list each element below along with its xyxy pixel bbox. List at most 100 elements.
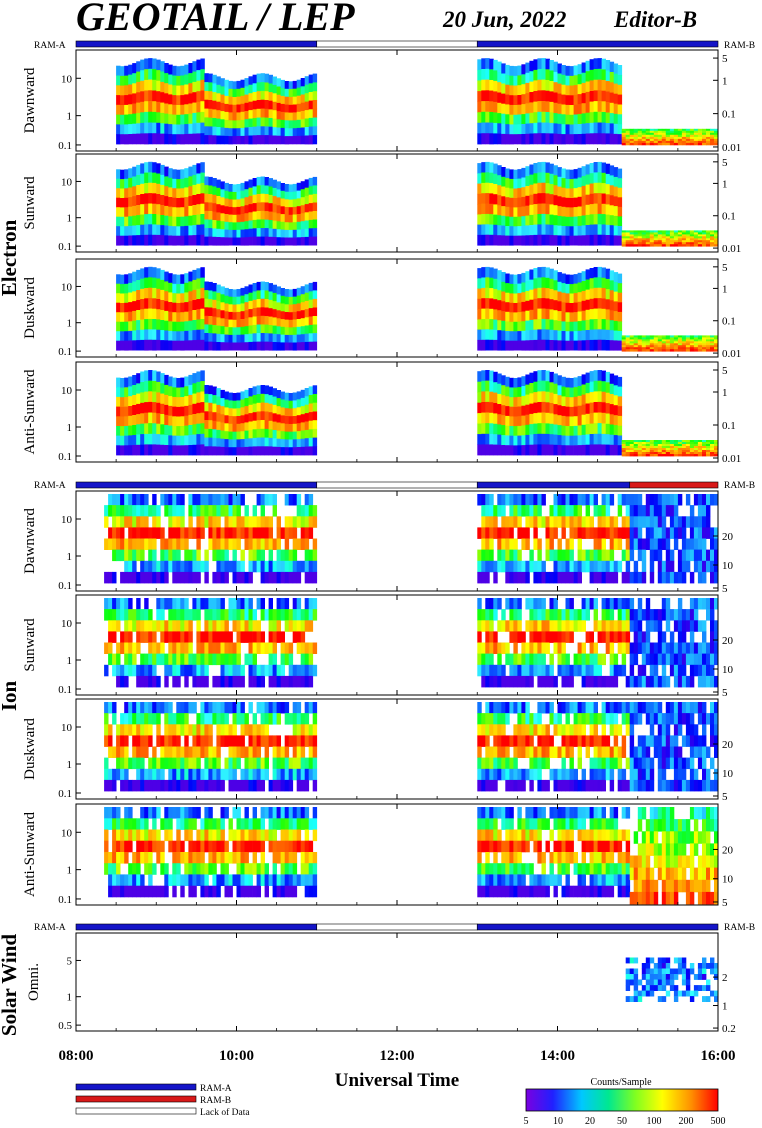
panel-1-cell bbox=[164, 186, 169, 197]
panel-2-cell bbox=[493, 319, 498, 331]
panel-2-cell bbox=[200, 267, 205, 278]
panel-0-cell bbox=[565, 75, 570, 86]
panel-3-cell bbox=[505, 376, 510, 387]
panel-2-cell bbox=[236, 327, 241, 336]
panel-4-spectrogram bbox=[104, 494, 719, 584]
panel-3-cell bbox=[489, 412, 494, 424]
panel-4-cell bbox=[192, 560, 197, 573]
panel-5-cell bbox=[148, 609, 153, 621]
panel-4-cell bbox=[244, 505, 249, 517]
panel-0-cell bbox=[541, 133, 546, 145]
panel-0-cell bbox=[188, 73, 193, 84]
panel-1-cell bbox=[172, 216, 177, 227]
panel-1-cell bbox=[236, 214, 241, 223]
panel-0-cell bbox=[513, 66, 518, 77]
panel-1-cell bbox=[593, 234, 598, 246]
panel-1-cell bbox=[216, 212, 221, 221]
panel-5-cell bbox=[176, 642, 181, 654]
panel-2-cell bbox=[260, 315, 265, 325]
panel-0-cell bbox=[557, 103, 562, 115]
panel-5-cell bbox=[501, 664, 506, 677]
panel-3-cell bbox=[477, 413, 482, 424]
panel-5-cell bbox=[112, 664, 117, 677]
panel-4-cell bbox=[264, 494, 269, 506]
panel-1-cell bbox=[264, 202, 269, 212]
panel-0-cell bbox=[180, 95, 185, 106]
panel-1-cell bbox=[132, 176, 137, 187]
panel-2-cell bbox=[525, 291, 530, 302]
panel-2-cell bbox=[296, 287, 302, 296]
panel-3-cell bbox=[156, 371, 161, 383]
panel-0-cell bbox=[561, 134, 566, 145]
panel-3-cell bbox=[224, 407, 229, 416]
panel-4-cell bbox=[224, 516, 229, 528]
panel-0-cell bbox=[505, 104, 510, 115]
panel-0-cell bbox=[156, 70, 161, 81]
panel-1-cell bbox=[252, 178, 257, 187]
panel-3-cell bbox=[625, 444, 631, 447]
panel-3-cell bbox=[569, 435, 574, 446]
panel-2-cell bbox=[537, 287, 542, 299]
panel-2-cell bbox=[513, 303, 518, 313]
panel-3-cell bbox=[689, 454, 695, 457]
panel-3-cell bbox=[252, 386, 257, 396]
panel-5-spectrogram bbox=[104, 598, 719, 688]
panel-4-cell bbox=[629, 549, 635, 562]
panel-5-cell bbox=[577, 620, 582, 632]
panel-5-cell bbox=[485, 653, 490, 666]
panel-2-cell bbox=[204, 298, 209, 308]
panel-5-cell bbox=[164, 675, 169, 688]
panel-5-cell bbox=[172, 620, 177, 632]
panel-5-cell bbox=[296, 642, 302, 654]
panel-3-cell bbox=[212, 412, 217, 422]
panel-4-cell bbox=[625, 527, 631, 539]
panel-0-cell bbox=[176, 95, 181, 106]
panel-3-cell bbox=[120, 426, 125, 437]
panel-2-cell bbox=[697, 337, 703, 340]
panel-2-cell bbox=[144, 319, 149, 330]
panel-2-cell bbox=[505, 321, 510, 332]
panel-1-cell bbox=[268, 220, 273, 229]
panel-1-cell bbox=[625, 230, 631, 233]
panel-0-cell bbox=[561, 114, 566, 125]
panel-2-cell bbox=[300, 334, 306, 343]
panel-5-cell bbox=[236, 631, 241, 643]
panel-2-cell bbox=[232, 334, 237, 343]
panel-1-cell bbox=[172, 226, 177, 237]
panel-1-cell bbox=[621, 230, 627, 233]
panel-4-cell bbox=[240, 527, 245, 539]
panel-2-cell bbox=[220, 302, 225, 311]
panel-0-cell bbox=[120, 124, 125, 135]
panel-5-cell bbox=[537, 675, 542, 688]
panel-2-cell bbox=[621, 339, 627, 342]
panel-5-cell bbox=[104, 664, 109, 677]
panel-1-cell bbox=[172, 197, 177, 208]
panel-3-cell bbox=[601, 370, 606, 382]
panel-5-cell bbox=[513, 631, 518, 643]
panel-1-cell bbox=[308, 177, 314, 187]
panel-1-cell bbox=[665, 240, 671, 243]
panel-1-cell bbox=[280, 206, 285, 215]
panel-5-cell bbox=[264, 609, 269, 621]
panel-5-cell bbox=[120, 675, 125, 688]
panel-3-cell bbox=[284, 416, 290, 425]
panel-2-cell bbox=[292, 319, 298, 328]
panel-5-cell bbox=[505, 620, 510, 632]
panel-5-cell bbox=[156, 598, 161, 610]
panel-5-cell bbox=[493, 609, 498, 621]
panel-3-cell bbox=[300, 397, 306, 407]
panel-2-cell bbox=[509, 302, 514, 313]
panel-0-cell bbox=[589, 122, 594, 134]
panel-2-cell bbox=[292, 288, 298, 297]
panel-2-cell bbox=[252, 291, 257, 301]
panel-3-cell bbox=[485, 412, 490, 424]
panel-3-cell bbox=[256, 402, 261, 412]
panel-5-cell bbox=[276, 675, 281, 688]
panel-1-cell bbox=[569, 235, 574, 246]
panel-1-cell bbox=[621, 234, 627, 237]
panel-1-cell bbox=[204, 219, 209, 229]
panel-2-cell bbox=[116, 321, 121, 332]
panel-0-cell bbox=[268, 100, 273, 110]
panel-1-cell bbox=[144, 234, 149, 246]
panel-1-cell bbox=[661, 242, 667, 245]
